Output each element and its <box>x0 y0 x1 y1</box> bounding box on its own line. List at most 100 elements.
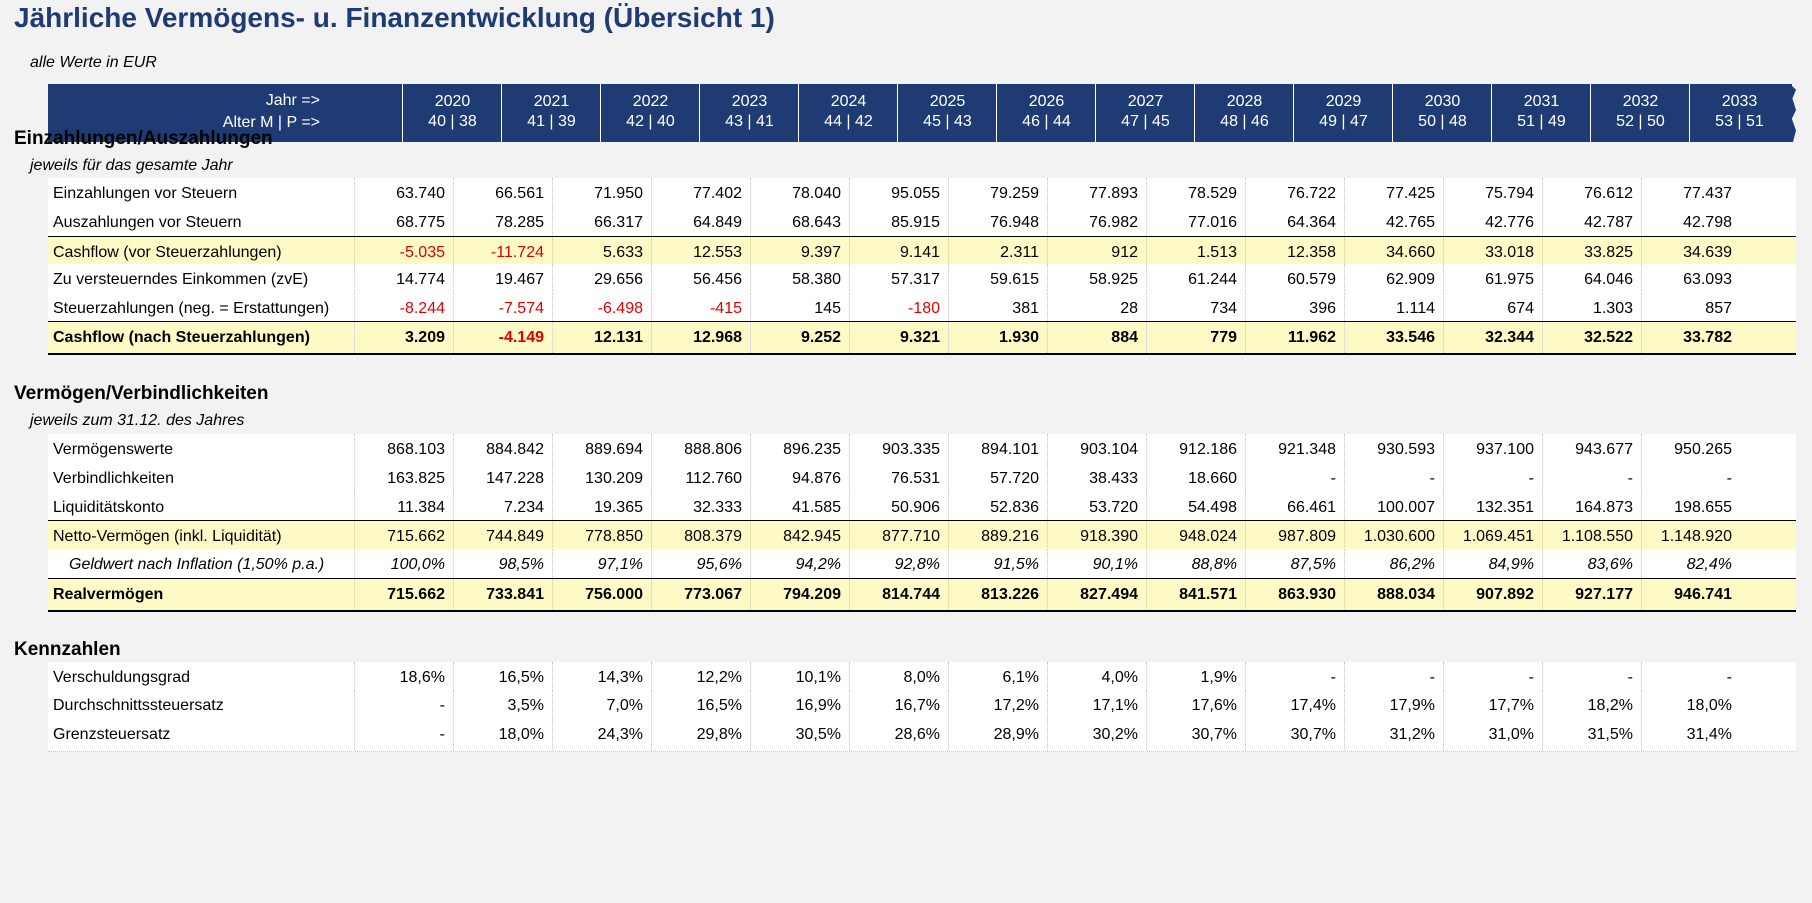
table-cell: 58.925 <box>1047 264 1146 296</box>
table-cell: 937.100 <box>1443 434 1542 466</box>
row-label: Grenzsteuersatz <box>53 726 171 743</box>
table-cell: 28,9% <box>948 719 1047 751</box>
table-cell: 33.018 <box>1443 237 1542 268</box>
table-cell: 79.259 <box>948 178 1047 210</box>
table-cell: 948.024 <box>1146 521 1245 552</box>
table-cell: 59.615 <box>948 264 1047 296</box>
table-cell: 31,2% <box>1344 719 1443 751</box>
table-cell: 734 <box>1146 293 1245 325</box>
year-label: 2027 <box>1127 93 1164 110</box>
table-cell: 97,1% <box>552 549 651 581</box>
table-cell: 71.950 <box>552 178 651 210</box>
year-label: 2032 <box>1622 93 1659 110</box>
table-cell: 16,5% <box>453 662 552 694</box>
table-cell: 18,0% <box>453 719 552 751</box>
row-label: Liquiditätskonto <box>53 499 165 516</box>
table-cell: -415 <box>651 293 750 325</box>
table-cell: 28,6% <box>849 719 948 751</box>
table-row: Realvermögen 715.662 733.841 756.000 773.067… <box>48 578 1796 611</box>
year-column-header: 2024 44 | 42 <box>798 84 898 142</box>
table-cell: 7,0% <box>552 690 651 722</box>
table-cell: 57.317 <box>849 264 948 296</box>
table-cell: 857 <box>1641 293 1740 325</box>
table-cell: 42.787 <box>1542 207 1641 239</box>
table-cell: 29,8% <box>651 719 750 751</box>
table-cell: 18,2% <box>1542 690 1641 722</box>
table-cell: 19.365 <box>552 492 651 524</box>
table-cell: 87,5% <box>1245 549 1344 581</box>
table-cell: 132.351 <box>1443 492 1542 524</box>
table-cell: 16,5% <box>651 690 750 722</box>
table-cell: 30,2% <box>1047 719 1146 751</box>
table-cell: 943.677 <box>1542 434 1641 466</box>
year-column-header: 2029 49 | 47 <box>1293 84 1393 142</box>
table-cell: -4.149 <box>453 322 552 353</box>
table-row: Grenzsteuersatz -18,0% 24,3% 29,8% 30,5% 28,6… <box>48 719 1796 752</box>
table-row: Einzahlungen vor Steuern 63.740 66.561 71.9… <box>48 178 1796 211</box>
table-cell: 946.741 <box>1641 579 1740 610</box>
table-cell: 17,4% <box>1245 690 1344 722</box>
table-cell: 888.034 <box>1344 579 1443 610</box>
table-cell: 33.782 <box>1641 322 1740 353</box>
table-cell: -11.724 <box>453 237 552 268</box>
table-cell: 3,5% <box>453 690 552 722</box>
row-label: Geldwert nach Inflation (1,50% p.a.) <box>69 556 325 573</box>
table-cell: 877.710 <box>849 521 948 552</box>
table-cell: 198.655 <box>1641 492 1740 524</box>
year-label: 2024 <box>830 93 867 110</box>
table-cell: 75.794 <box>1443 178 1542 210</box>
table-cell: 95.055 <box>849 178 948 210</box>
table-cell: 773.067 <box>651 579 750 610</box>
table-cell: 10,1% <box>750 662 849 694</box>
table-cell: 930.593 <box>1344 434 1443 466</box>
row-label: Realvermögen <box>53 586 164 603</box>
table-cell: 33.825 <box>1542 237 1641 268</box>
table-cell: 62.909 <box>1344 264 1443 296</box>
table-cell: 14,3% <box>552 662 651 694</box>
table-cell: 894.101 <box>948 434 1047 466</box>
table-cell: 38.433 <box>1047 463 1146 495</box>
table-cell: 31,4% <box>1641 719 1740 751</box>
table-cell: 100,0% <box>354 549 453 581</box>
table-cell: 88,8% <box>1146 549 1245 581</box>
table-cell: 12.968 <box>651 322 750 353</box>
table-cell: 42.798 <box>1641 207 1740 239</box>
table-cell: - <box>1641 662 1740 694</box>
table-cell: 17,9% <box>1344 690 1443 722</box>
table-cell: 927.177 <box>1542 579 1641 610</box>
year-column-header: 2025 45 | 43 <box>897 84 997 142</box>
table-cell: 9.141 <box>849 237 948 268</box>
row-label: Verschuldungsgrad <box>53 669 190 686</box>
table-cell: 32.333 <box>651 492 750 524</box>
year-label: 2022 <box>632 93 669 110</box>
table-cell: - <box>1443 463 1542 495</box>
age-label: 45 | 43 <box>923 113 972 130</box>
age-label: 40 | 38 <box>428 113 477 130</box>
table-cell: 11.962 <box>1245 322 1344 353</box>
table-cell: 77.425 <box>1344 178 1443 210</box>
table-cell: 77.437 <box>1641 178 1740 210</box>
table-cell: 66.317 <box>552 207 651 239</box>
row-label: Steuerzahlungen (neg. = Erstattungen) <box>53 300 330 317</box>
table-cell: 841.571 <box>1146 579 1245 610</box>
table-cell: 92,8% <box>849 549 948 581</box>
table-cell: 808.379 <box>651 521 750 552</box>
year-column-header: 2033 53 | 51 <box>1689 84 1789 142</box>
table-cell: 31,0% <box>1443 719 1542 751</box>
table-cell: 756.000 <box>552 579 651 610</box>
table-cell: 1.930 <box>948 322 1047 353</box>
table-cell: 112.760 <box>651 463 750 495</box>
table-cell: 779 <box>1146 322 1245 353</box>
torn-edge <box>1790 84 1796 142</box>
age-label: 50 | 48 <box>1418 113 1467 130</box>
table-row: Cashflow (nach Steuerzahlungen) 3.209 -4.1… <box>48 321 1796 354</box>
table-cell: 1.513 <box>1146 237 1245 268</box>
table-cell: 889.216 <box>948 521 1047 552</box>
table-row: Geldwert nach Inflation (1,50% p.a.) 100,… <box>48 549 1796 582</box>
table-cell: 50.906 <box>849 492 948 524</box>
table-cell: 868.103 <box>354 434 453 466</box>
table-cell: 715.662 <box>354 521 453 552</box>
year-label: 2026 <box>1028 93 1065 110</box>
table-cell: 918.390 <box>1047 521 1146 552</box>
table-cell: - <box>1542 463 1641 495</box>
